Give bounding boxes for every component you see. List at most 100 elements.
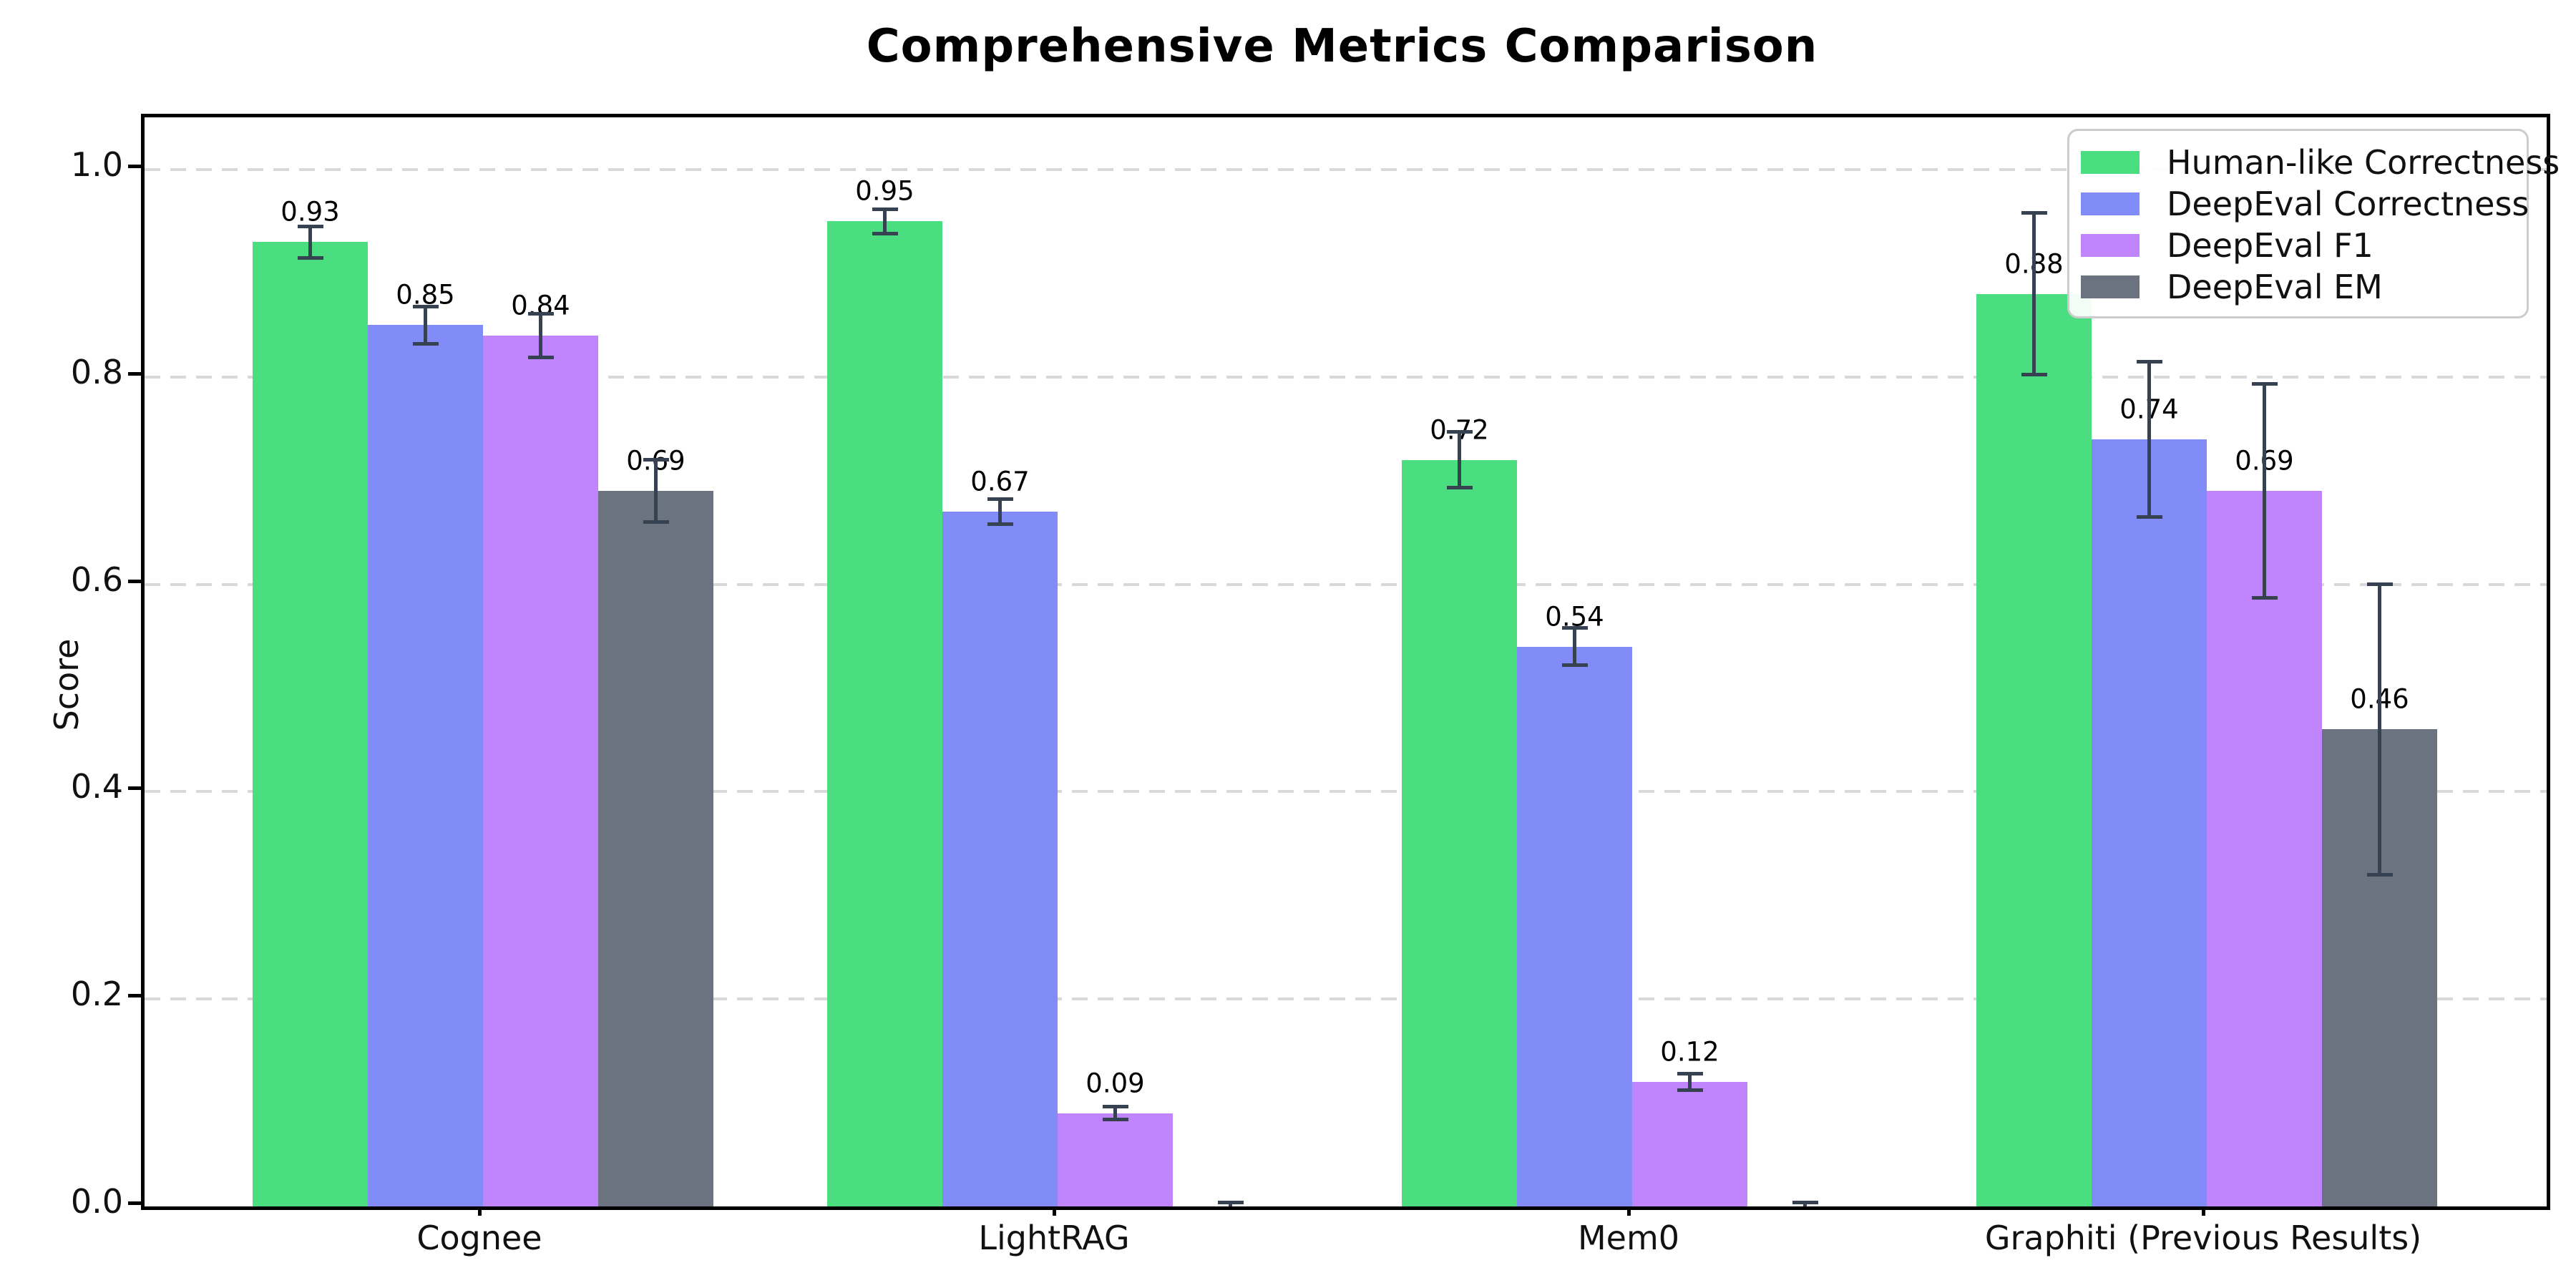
error-bar-cap	[2136, 514, 2162, 519]
error-bar-cap	[987, 522, 1013, 527]
error-bar-cap	[2021, 373, 2047, 377]
error-bar	[654, 459, 658, 522]
error-bar	[1573, 628, 1576, 665]
legend-swatch-deepeval-em	[2081, 275, 2140, 298]
x-tick-label-1: Cognee	[416, 1219, 542, 1257]
error-bar-cap	[1102, 1117, 1128, 1121]
error-bar	[1458, 431, 1461, 488]
error-bar-cap	[527, 355, 554, 359]
bar-deepeval-correctness	[2092, 439, 2207, 1206]
error-bar-cap	[1677, 1072, 1703, 1076]
legend-item: DeepEval EM	[2081, 266, 2527, 308]
x-tick-mark	[1627, 1203, 1631, 1216]
y-axis-label: Score	[47, 638, 86, 731]
error-bar-cap	[1102, 1105, 1128, 1109]
legend-item: DeepEval Correctness	[2081, 183, 2529, 225]
x-tick-mark	[1053, 1203, 1056, 1216]
error-bar-cap	[412, 304, 439, 308]
bar-deepeval-f1	[2207, 491, 2322, 1206]
error-bar	[1113, 1106, 1117, 1120]
error-bar-cap	[2366, 872, 2393, 877]
error-bar	[2147, 361, 2151, 517]
legend-swatch-deepeval-correctness	[2081, 192, 2140, 215]
error-bar-cap	[643, 520, 669, 525]
error-bar-cap	[987, 497, 1013, 502]
x-tick-mark	[478, 1203, 482, 1216]
error-bar-cap	[2251, 382, 2278, 386]
bar-human-like-correctness	[1402, 459, 1517, 1206]
bar-deepeval-correctness	[1517, 646, 1632, 1206]
legend-label: DeepEval EM	[2167, 268, 2383, 306]
y-tick-mark	[128, 371, 141, 376]
bar-value-label: 0.93	[280, 196, 340, 228]
gridline-0.6	[145, 582, 2547, 586]
bar-human-like-correctness	[1976, 293, 2092, 1206]
error-bar-cap	[1446, 486, 1473, 490]
bar-value-label: 0.09	[1085, 1068, 1145, 1099]
y-tick-label: 0.2	[70, 975, 123, 1014]
y-tick-mark	[128, 994, 141, 998]
y-tick-mark	[128, 165, 141, 168]
error-bar	[1688, 1073, 1692, 1091]
gridline-0.4	[145, 790, 2547, 794]
error-bar-cap	[297, 225, 323, 229]
error-bar	[2032, 213, 2036, 375]
error-bar	[2263, 384, 2266, 598]
y-tick-label: 1.0	[70, 145, 123, 184]
error-bar-cap	[297, 255, 323, 260]
bar-value-label: 0.12	[1660, 1036, 1719, 1068]
error-bar-cap	[643, 458, 669, 462]
error-bar	[424, 306, 427, 344]
error-bar	[308, 226, 312, 258]
x-tick-mark	[2202, 1203, 2205, 1216]
legend-label: DeepEval F1	[2167, 226, 2373, 265]
bar-deepeval-correctness	[942, 512, 1058, 1206]
bar-deepeval-f1	[483, 335, 598, 1206]
bar-deepeval-em	[598, 491, 713, 1206]
gridline-0.8	[145, 375, 2547, 379]
bar-value-label: 0.67	[970, 466, 1030, 497]
error-bar	[2378, 584, 2381, 875]
bar-human-like-correctness	[827, 221, 942, 1206]
legend-item: DeepEval F1	[2081, 225, 2527, 266]
y-tick-label: 0.4	[70, 767, 123, 806]
y-tick-mark	[128, 1201, 141, 1205]
chart-title: Comprehensive Metrics Comparison	[866, 20, 1818, 73]
error-bar-cap	[1792, 1200, 1818, 1204]
y-tick-label: 0.8	[70, 352, 123, 391]
error-bar-cap	[2251, 595, 2278, 600]
legend-swatch-human-like-correctness	[2081, 151, 2140, 174]
error-bar-cap	[1561, 625, 1588, 630]
error-bar-cap	[1561, 663, 1588, 668]
x-tick-label-2: LightRAG	[978, 1219, 1130, 1257]
gridline-1.0	[145, 168, 2547, 171]
gridline-0.2	[145, 997, 2547, 1001]
error-bar	[1229, 1202, 1232, 1206]
error-bar-cap	[2366, 582, 2393, 587]
bar-deepeval-f1	[1058, 1113, 1173, 1206]
x-tick-label-3: Mem0	[1577, 1219, 1680, 1257]
error-bar-cap	[2136, 359, 2162, 364]
legend: Human-like Correctness DeepEval Correctn…	[2067, 129, 2560, 318]
error-bar-cap	[2021, 211, 2047, 215]
error-bar-cap	[1677, 1088, 1703, 1093]
y-tick-mark	[128, 579, 141, 583]
error-bar	[539, 313, 542, 358]
y-tick-label: 0.0	[70, 1181, 123, 1221]
bar-value-label: 0.95	[855, 175, 914, 207]
y-tick-label: 0.6	[70, 560, 123, 599]
legend-label: Human-like Correctness	[2167, 143, 2560, 182]
legend-item: Human-like Correctness	[2081, 142, 2560, 183]
error-bar-cap	[412, 341, 439, 346]
y-tick-mark	[128, 786, 141, 791]
x-tick-label-4: Graphiti (Previous Results)	[1984, 1219, 2422, 1257]
bar-deepeval-correctness	[368, 325, 483, 1206]
error-bar	[998, 499, 1002, 525]
bar-deepeval-f1	[1632, 1082, 1747, 1206]
error-bar-cap	[527, 311, 554, 316]
legend-label: DeepEval Correctness	[2167, 185, 2529, 223]
error-bar	[1803, 1202, 1807, 1206]
legend-swatch-deepeval-f1	[2081, 234, 2140, 257]
bar-human-like-correctness	[253, 242, 368, 1206]
